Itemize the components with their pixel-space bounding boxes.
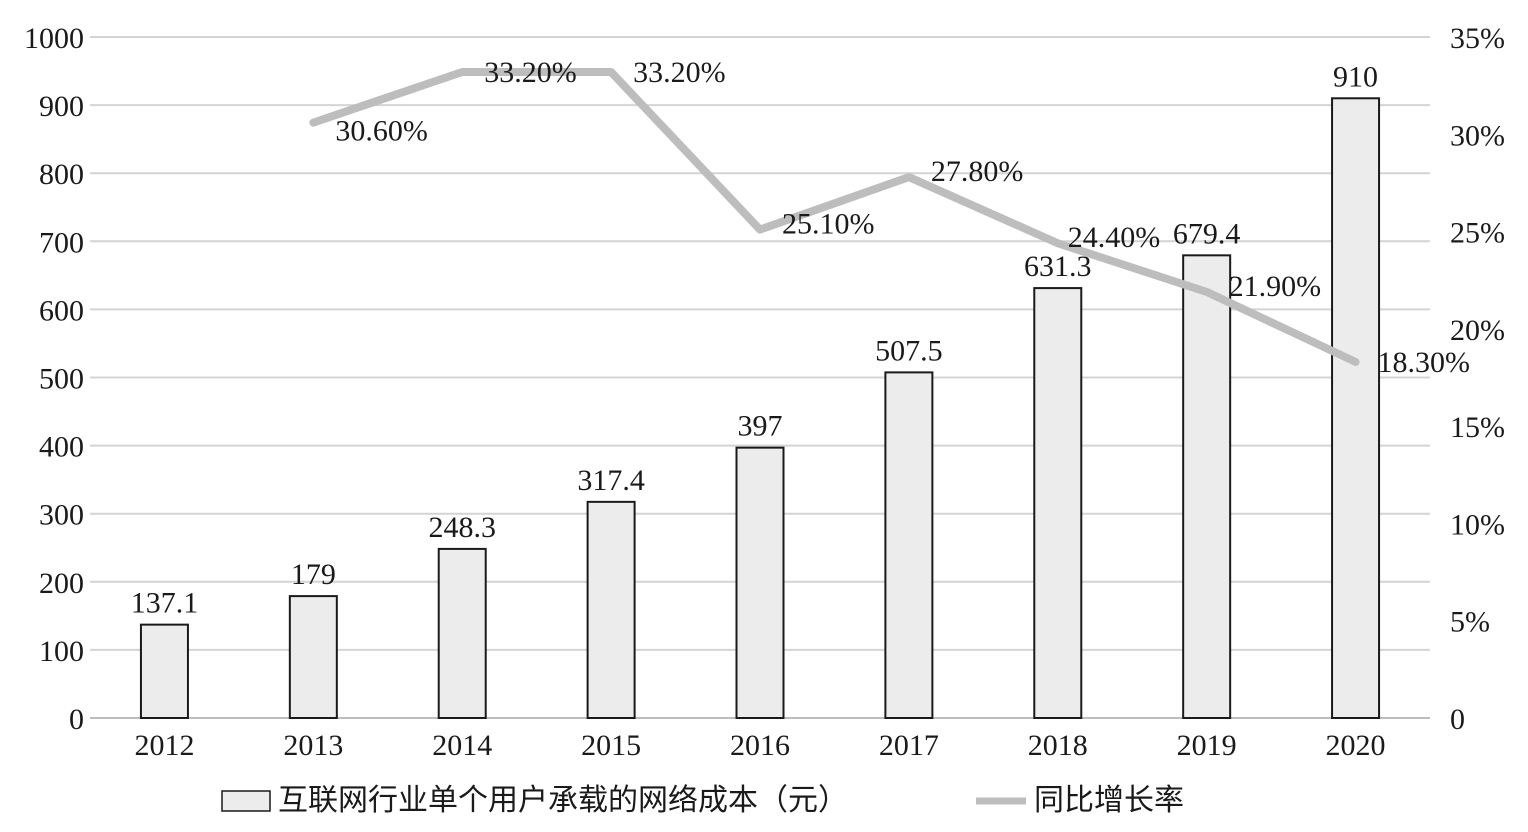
x-tick-label: 2019 (1177, 729, 1237, 762)
right-axis: 0 5% 10% 15% 20% 25% 30% 35% (1450, 22, 1505, 736)
x-axis: 2012 2013 2014 2015 2016 2017 2018 2019 2020 (90, 717, 1430, 762)
left-tick-label: 0 (69, 703, 84, 736)
x-tick-label: 2015 (581, 729, 641, 762)
bar-series (139, 97, 1381, 720)
line-value-label: 24.40% (1068, 221, 1161, 254)
bar (139, 623, 189, 719)
line-value-label: 18.30% (1378, 346, 1471, 379)
right-tick-label: 10% (1450, 508, 1505, 541)
legend: 互联网行业单个用户承载的网络成本（元） 同比增长率 (221, 784, 1184, 817)
left-tick-label: 400 (39, 431, 84, 464)
right-tick-label: 0 (1450, 703, 1465, 736)
bar (288, 595, 338, 720)
legend-line-label: 同比增长率 (1034, 784, 1184, 817)
x-tick-label: 2014 (432, 729, 492, 762)
left-tick-label: 900 (39, 90, 84, 123)
bar (735, 446, 785, 719)
gridlines (90, 36, 1430, 651)
growth-rate-line (309, 68, 1360, 366)
left-tick-label: 700 (39, 226, 84, 259)
line-value-label: 33.20% (484, 56, 577, 89)
bar-value-label: 397 (738, 410, 783, 443)
bar (1182, 254, 1232, 719)
left-tick-label: 300 (39, 499, 84, 532)
legend-bar-swatch (221, 790, 271, 812)
bar-value-label: 179 (291, 558, 336, 591)
bar-value-label: 137.1 (131, 587, 199, 620)
x-tick-label: 2020 (1326, 729, 1386, 762)
right-tick-label: 35% (1450, 22, 1505, 55)
bar-value-label: 248.3 (428, 511, 496, 544)
left-tick-label: 100 (39, 635, 84, 668)
bar-value-label: 679.4 (1173, 217, 1241, 250)
left-tick-label: 600 (39, 294, 84, 327)
x-tick-label: 2016 (730, 729, 790, 762)
bar (884, 371, 934, 719)
line-value-label: 25.10% (782, 208, 875, 241)
bar (437, 547, 487, 720)
x-tick-label: 2013 (283, 729, 343, 762)
right-tick-label: 5% (1450, 606, 1490, 639)
left-tick-label: 1000 (24, 22, 84, 55)
x-tick-label: 2012 (134, 729, 194, 762)
x-tick-label: 2018 (1028, 729, 1088, 762)
left-tick-label: 500 (39, 363, 84, 396)
line-series (309, 68, 1360, 366)
left-tick-label: 200 (39, 567, 84, 600)
right-tick-label: 30% (1450, 119, 1505, 152)
right-tick-label: 25% (1450, 217, 1505, 250)
bar-value-label: 631.3 (1024, 250, 1092, 283)
left-tick-label: 800 (39, 158, 84, 191)
bar (586, 500, 636, 719)
x-tick-label: 2017 (879, 729, 939, 762)
bar-value-label: 317.4 (577, 464, 645, 497)
line-value-label: 27.80% (931, 155, 1024, 188)
line-value-label: 21.90% (1229, 270, 1322, 303)
right-tick-label: 15% (1450, 411, 1505, 444)
bar (1033, 287, 1083, 719)
line-value-label: 30.60% (335, 115, 428, 148)
bar-value-label: 910 (1333, 60, 1378, 93)
legend-bar-label: 互联网行业单个用户承载的网络成本（元） (278, 784, 848, 817)
bar (1331, 97, 1381, 720)
right-tick-label: 20% (1450, 314, 1505, 347)
left-axis: 0 100 200 300 400 500 600 700 800 900 1000 (24, 22, 84, 736)
data-labels: 137.1 179 248.3 317.4 397 507.5 631.3 679.4 910 3… (131, 56, 1470, 620)
line-value-label: 33.20% (633, 56, 726, 89)
bar-value-label: 507.5 (875, 334, 943, 367)
